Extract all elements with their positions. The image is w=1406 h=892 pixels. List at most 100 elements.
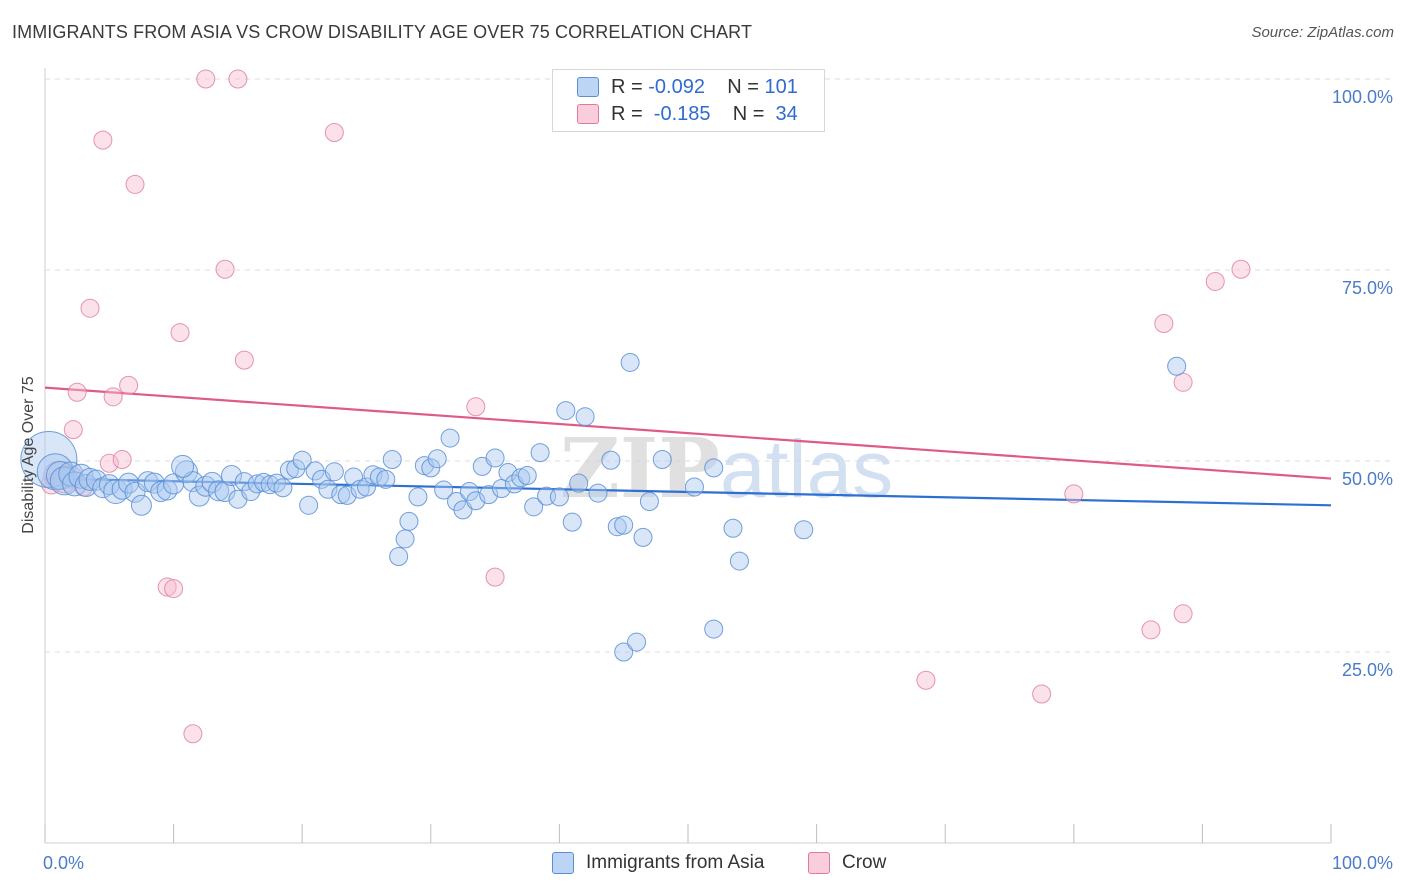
asia-point[interactable] [562,512,582,532]
asia-point[interactable] [639,491,659,511]
asia-point[interactable] [1167,356,1187,376]
asia-point[interactable] [704,619,724,639]
crow-point[interactable] [119,375,139,395]
crow-point[interactable] [99,453,119,473]
asia-point[interactable] [588,483,608,503]
asia-point[interactable] [111,478,133,500]
asia-point[interactable] [299,495,319,515]
asia-point[interactable] [633,527,653,547]
crow-point[interactable] [324,122,344,142]
asia-point[interactable] [195,475,217,497]
asia-point[interactable] [220,465,242,487]
asia-point[interactable] [143,472,165,494]
asia-point[interactable] [517,466,537,486]
asia-point[interactable] [214,481,236,503]
asia-point[interactable] [260,475,280,495]
asia-point[interactable] [549,487,569,507]
crow-point[interactable] [112,449,132,469]
asia-point[interactable] [103,479,129,505]
crow-point[interactable] [234,350,254,370]
asia-point[interactable] [62,471,88,497]
asia-point[interactable] [74,473,98,497]
asia-point[interactable] [575,407,595,427]
crow-point[interactable] [1154,313,1174,333]
asia-point[interactable] [704,458,724,478]
asia-point[interactable] [188,485,210,507]
crow-point[interactable] [228,69,248,89]
crow-point[interactable] [1064,484,1084,504]
asia-point[interactable] [331,485,351,505]
asia-point[interactable] [150,481,172,503]
crow-point[interactable] [183,724,203,744]
asia-point[interactable] [357,477,376,497]
asia-point[interactable] [794,520,814,540]
asia-point[interactable] [723,518,743,538]
asia-point[interactable] [324,462,344,482]
asia-point[interactable] [652,449,672,469]
asia-point[interactable] [485,448,505,468]
asia-point[interactable] [498,462,518,482]
crow-point[interactable] [67,382,87,402]
asia-point[interactable] [427,449,447,469]
asia-point[interactable] [130,494,152,516]
crow-point[interactable] [164,579,184,599]
asia-point[interactable] [459,482,479,502]
asia-point[interactable] [614,515,634,535]
crow-point[interactable] [485,567,505,587]
series-legend-crow[interactable]: Crow [808,852,886,874]
asia-point[interactable] [530,443,550,463]
asia-point[interactable] [45,461,75,491]
asia-point[interactable] [344,467,364,487]
asia-point[interactable] [399,511,419,531]
crow-point[interactable] [215,259,235,279]
crow-point[interactable] [170,323,190,343]
asia-point[interactable] [421,458,441,478]
asia-point[interactable] [434,480,454,500]
crow-point[interactable] [916,670,936,690]
asia-point[interactable] [614,642,634,662]
asia-point[interactable] [49,466,79,496]
asia-point[interactable] [208,480,230,502]
crow-point[interactable] [63,420,83,440]
asia-point[interactable] [440,428,460,448]
asia-point[interactable] [376,469,396,489]
crow-point[interactable] [103,387,123,407]
asia-point[interactable] [395,529,415,549]
crow-point[interactable] [1141,620,1161,640]
asia-point[interactable] [601,450,621,470]
crow-point[interactable] [93,130,113,150]
asia-point[interactable] [684,477,704,497]
asia-point[interactable] [20,430,78,488]
asia-point[interactable] [492,479,512,499]
asia-point[interactable] [279,460,299,480]
asia-point[interactable] [524,497,544,517]
asia-point[interactable] [729,551,749,571]
asia-point[interactable] [569,473,589,493]
crow-point[interactable] [1173,604,1193,624]
asia-point[interactable] [408,487,428,507]
crow-point[interactable] [80,298,100,318]
asia-point[interactable] [171,454,195,478]
series-legend-asia[interactable]: Immigrants from Asia [552,852,764,874]
asia-point[interactable] [627,632,647,652]
asia-point[interactable] [273,478,293,498]
asia-point[interactable] [556,401,576,421]
asia-point[interactable] [292,450,312,470]
crow-point[interactable] [1231,259,1251,279]
asia-point[interactable] [241,482,261,502]
crow-point[interactable] [125,174,145,194]
asia-point[interactable] [318,479,338,499]
asia-point[interactable] [453,500,473,520]
crow-point[interactable] [157,577,177,597]
asia-point[interactable] [389,547,409,566]
crow-point[interactable] [1173,372,1193,392]
crow-point[interactable] [466,397,486,417]
asia-point[interactable] [607,517,627,537]
x-tick-labels: 0.0% 100.0% [43,853,1393,873]
crow-point[interactable] [1205,271,1225,291]
crow-point[interactable] [1032,684,1052,704]
crow-point[interactable] [196,69,216,89]
asia-point[interactable] [156,479,178,501]
asia-point[interactable] [620,352,640,372]
asia-point[interactable] [382,449,402,469]
